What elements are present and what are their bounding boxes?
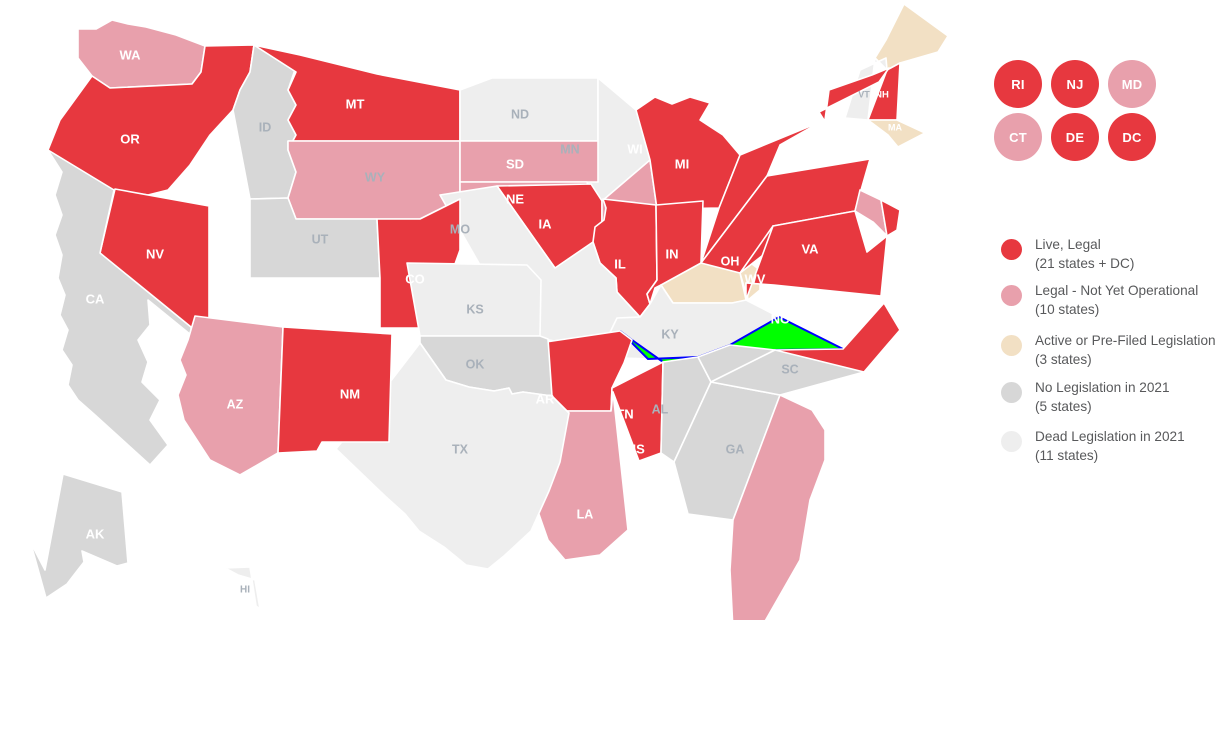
- svg-text:ID: ID: [259, 120, 272, 134]
- svg-text:GA: GA: [726, 442, 745, 456]
- svg-text:LA: LA: [577, 507, 594, 521]
- svg-text:WA: WA: [120, 47, 142, 62]
- svg-text:MO: MO: [450, 222, 470, 236]
- svg-text:TN: TN: [616, 406, 633, 421]
- svg-text:VT: VT: [858, 89, 870, 99]
- svg-text:OR: OR: [120, 131, 140, 146]
- svg-text:FL: FL: [647, 572, 663, 586]
- svg-text:MI: MI: [675, 156, 689, 171]
- svg-text:PA: PA: [801, 131, 819, 146]
- svg-text:KS: KS: [466, 302, 483, 316]
- svg-text:OH: OH: [721, 254, 740, 268]
- svg-text:AR: AR: [536, 391, 555, 406]
- svg-text:SD: SD: [506, 156, 524, 171]
- svg-text:WI: WI: [627, 142, 642, 156]
- svg-text:AL: AL: [652, 402, 669, 416]
- svg-text:HI: HI: [240, 585, 250, 596]
- svg-text:SC: SC: [781, 362, 798, 376]
- svg-text:IN: IN: [666, 246, 679, 261]
- svg-text:NY: NY: [791, 86, 809, 101]
- svg-text:CO: CO: [405, 271, 425, 286]
- svg-text:AK: AK: [86, 526, 105, 541]
- svg-text:OK: OK: [466, 357, 485, 371]
- svg-text:VA: VA: [801, 241, 819, 256]
- svg-text:NV: NV: [146, 246, 164, 261]
- svg-text:MT: MT: [346, 96, 365, 111]
- svg-text:ME: ME: [909, 57, 928, 71]
- svg-text:NE: NE: [506, 191, 524, 206]
- svg-text:ND: ND: [511, 107, 529, 121]
- svg-text:CA: CA: [86, 291, 105, 306]
- svg-text:KY: KY: [661, 327, 679, 341]
- svg-text:MS: MS: [625, 441, 645, 456]
- svg-text:NC: NC: [771, 311, 790, 326]
- svg-text:WV: WV: [745, 271, 766, 286]
- svg-text:UT: UT: [312, 232, 329, 246]
- svg-text:TX: TX: [452, 442, 469, 456]
- svg-text:MN: MN: [560, 142, 579, 156]
- svg-text:NH: NH: [875, 90, 889, 101]
- svg-text:IA: IA: [539, 216, 553, 231]
- svg-text:NM: NM: [340, 386, 360, 401]
- svg-text:WY: WY: [365, 170, 386, 184]
- svg-text:MA: MA: [888, 122, 902, 132]
- svg-text:IL: IL: [614, 256, 626, 271]
- svg-text:AZ: AZ: [227, 397, 244, 411]
